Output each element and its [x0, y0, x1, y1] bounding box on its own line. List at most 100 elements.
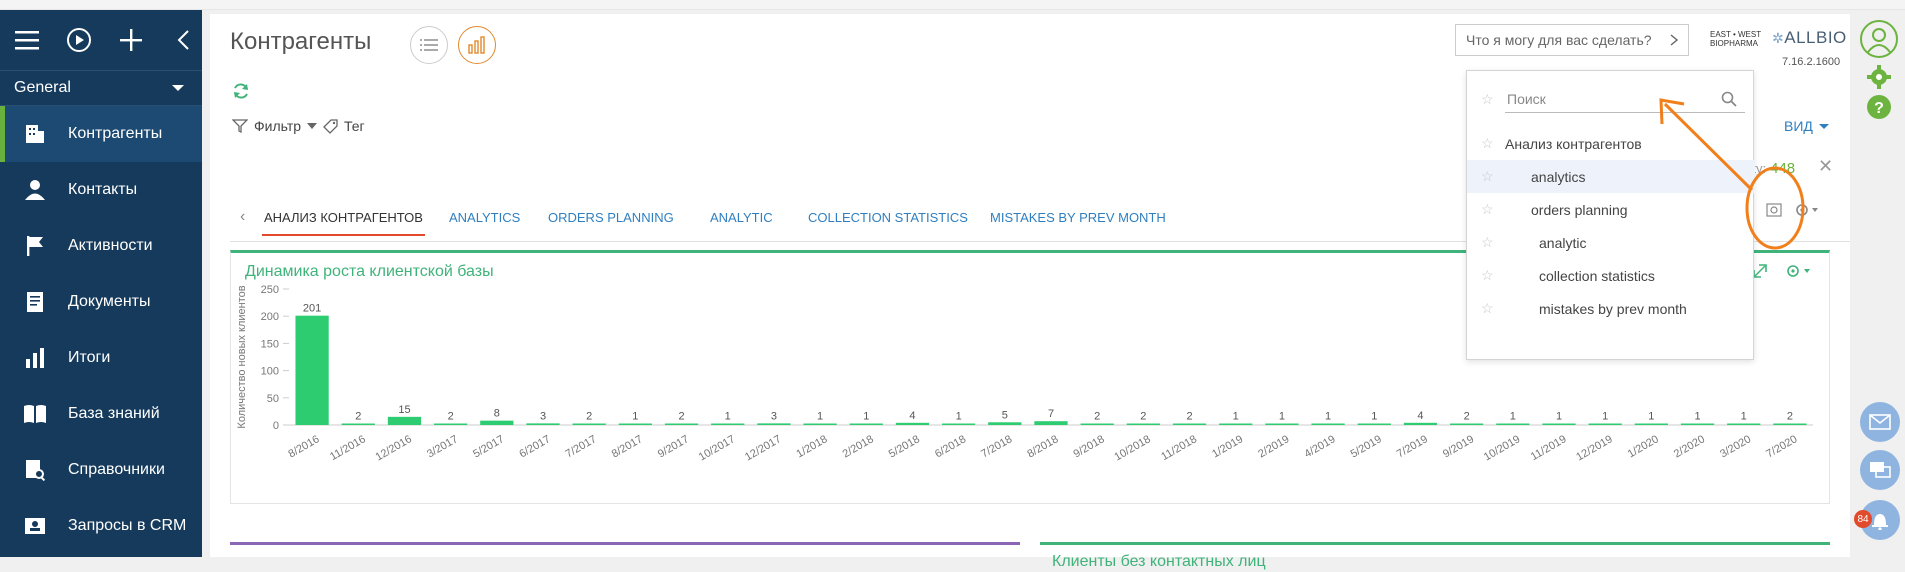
top-strip — [0, 0, 1905, 10]
star-icon[interactable]: ☆ — [1481, 91, 1494, 107]
bottom-right-panel: Клиенты без контактных лиц — [1040, 542, 1830, 572]
chart-bar — [895, 422, 930, 425]
dropdown-item[interactable]: ☆ mistakes by prev month — [1467, 292, 1755, 325]
x-tick-label: 2/2018 — [841, 433, 876, 460]
y-tick-label: 150 — [261, 338, 279, 350]
star-icon[interactable]: ☆ — [1481, 267, 1494, 283]
partner-logo: EAST • WEST BIOPHARMA — [1710, 30, 1761, 48]
sidebar-item-label: Справочники — [68, 461, 165, 478]
x-tick-label: 9/2019 — [1441, 433, 1476, 460]
list-view-button[interactable] — [410, 26, 448, 64]
chevron-right-icon[interactable] — [1670, 34, 1678, 46]
chart-title: Динамика роста клиентской базы — [245, 263, 494, 280]
dropdown-item-label: analytic — [1539, 234, 1587, 251]
chart-bar — [1773, 423, 1807, 425]
dropdown-item[interactable]: ☆ analytics — [1467, 160, 1755, 193]
dropdown-item[interactable]: ☆ orders planning — [1467, 193, 1755, 226]
menu-icon[interactable] — [12, 25, 42, 55]
bottom-left-panel — [230, 542, 1020, 572]
star-icon[interactable]: ☆ — [1481, 168, 1494, 184]
tab-analytics[interactable]: ANALYTICS — [449, 210, 521, 225]
dropdown-item[interactable]: ☆ collection statistics — [1467, 259, 1755, 292]
bar-chart: Количество новых клиентов 0 50 100 150 200 250… — [236, 284, 1813, 463]
sidebar-item-activities[interactable]: Активности — [0, 218, 202, 274]
chart-bar — [1403, 422, 1438, 425]
filter-button[interactable]: Фильтр — [232, 118, 318, 134]
partner-logo-line-2: BIOPHARMA — [1710, 39, 1759, 48]
chart-bar — [988, 422, 1022, 425]
chevron-left-icon[interactable]: ‹ — [240, 208, 246, 225]
command-input[interactable]: Что я могу для вас сделать? — [1455, 24, 1689, 56]
email-icon[interactable] — [1860, 402, 1900, 442]
sidebar-item-documents[interactable]: Документы — [0, 274, 202, 330]
sidebar-item-label: Запросы в CRM — [68, 517, 187, 534]
star-icon[interactable]: ☆ — [1481, 234, 1494, 250]
sidebar-item-accounts[interactable]: Контрагенты — [0, 106, 202, 162]
lookup-icon — [22, 457, 48, 483]
building-icon — [22, 121, 48, 147]
chart-panel: Динамика роста клиентской базы Количеств… — [230, 250, 1830, 504]
view-button[interactable]: ВИД — [1784, 118, 1829, 134]
data-label: 2 — [1094, 411, 1100, 423]
chart-bar — [1311, 423, 1345, 425]
help-icon[interactable]: ? — [1866, 94, 1892, 125]
expand-icon[interactable] — [1753, 264, 1767, 278]
chart-bar — [1634, 423, 1668, 425]
tab-mistakes-by-prev-month[interactable]: MISTAKES BY PREV MONTH — [990, 210, 1166, 225]
refresh-icon[interactable] — [232, 82, 250, 105]
tab-collection-statistics[interactable]: COLLECTION STATISTICS — [808, 210, 968, 225]
data-label: 5 — [1002, 409, 1008, 421]
collapse-icon[interactable] — [168, 25, 198, 55]
play-icon[interactable] — [64, 25, 94, 55]
book-icon — [22, 401, 48, 427]
dropdown-item[interactable]: ☆ analytic — [1467, 226, 1755, 259]
x-tick-label: 9/2018 — [1072, 433, 1107, 460]
dashboard-dropdown: ☆ Поиск ☆ Анализ контрагентов ☆ analytic… — [1466, 70, 1755, 360]
close-icon[interactable]: ✕ — [1818, 156, 1834, 176]
x-tick-label: 5/2017 — [471, 433, 506, 460]
tab-orders-planning[interactable]: ORDERS PLANNING — [548, 210, 674, 225]
person-icon — [22, 177, 48, 203]
chat-icon[interactable] — [1860, 450, 1900, 490]
sidebar-item-contacts[interactable]: Контакты — [0, 162, 202, 218]
data-label: 2 — [586, 411, 592, 423]
x-tick-label: 11/2019 — [1529, 433, 1569, 463]
tag-button[interactable]: Тег — [322, 118, 365, 134]
data-label: 1 — [1694, 411, 1700, 423]
command-input-placeholder: Что я могу для вас сделать? — [1466, 32, 1652, 48]
star-icon[interactable]: ☆ — [1481, 201, 1494, 217]
dropdown-item-label: mistakes by prev month — [1539, 300, 1687, 317]
chart-settings-icon[interactable] — [1785, 263, 1813, 279]
chart-bar — [572, 423, 606, 425]
sidebar-item-crm-requests[interactable]: Запросы в CRM — [0, 498, 202, 554]
filter-label: Фильтр — [254, 118, 302, 134]
tab-accounts-analysis[interactable]: АНАЛИЗ КОНТРАГЕНТОВ — [262, 210, 425, 236]
star-icon[interactable]: ☆ — [1481, 135, 1494, 151]
sidebar-item-lookups[interactable]: Справочники — [0, 442, 202, 498]
plus-icon[interactable] — [116, 25, 146, 55]
data-label: 1 — [863, 411, 869, 423]
chevron-down-icon — [172, 85, 184, 91]
analytics-view-button[interactable] — [458, 26, 496, 64]
data-label: 15 — [398, 404, 410, 416]
gear-icon[interactable] — [1866, 64, 1892, 95]
sidebar-item-label: База знаний — [68, 405, 160, 422]
chart-bar — [849, 423, 883, 425]
sidebar-item-dashboards[interactable]: Итоги — [0, 330, 202, 386]
avatar[interactable] — [1860, 20, 1898, 58]
chart-bar — [757, 423, 791, 425]
workspace-select[interactable]: General — [0, 70, 202, 106]
search-icon[interactable] — [1721, 91, 1737, 107]
sidebar: General Контрагенты Контакты Активности … — [0, 10, 202, 557]
sidebar-item-label: Контакты — [68, 181, 138, 198]
x-tick-label: 11/2016 — [328, 433, 368, 463]
chart-bar — [1080, 423, 1114, 425]
dropdown-search-input[interactable]: Поиск — [1505, 85, 1745, 113]
tab-analytic[interactable]: ANALYTIC — [710, 210, 773, 225]
sidebar-item-label: Контрагенты — [68, 125, 163, 142]
dropdown-item[interactable]: ☆ Анализ контрагентов — [1467, 127, 1755, 160]
tag-icon — [323, 119, 338, 134]
star-icon[interactable]: ☆ — [1481, 300, 1494, 316]
sidebar-item-knowledge-base[interactable]: База знаний — [0, 386, 202, 442]
x-tick-label: 7/2017 — [564, 433, 599, 460]
